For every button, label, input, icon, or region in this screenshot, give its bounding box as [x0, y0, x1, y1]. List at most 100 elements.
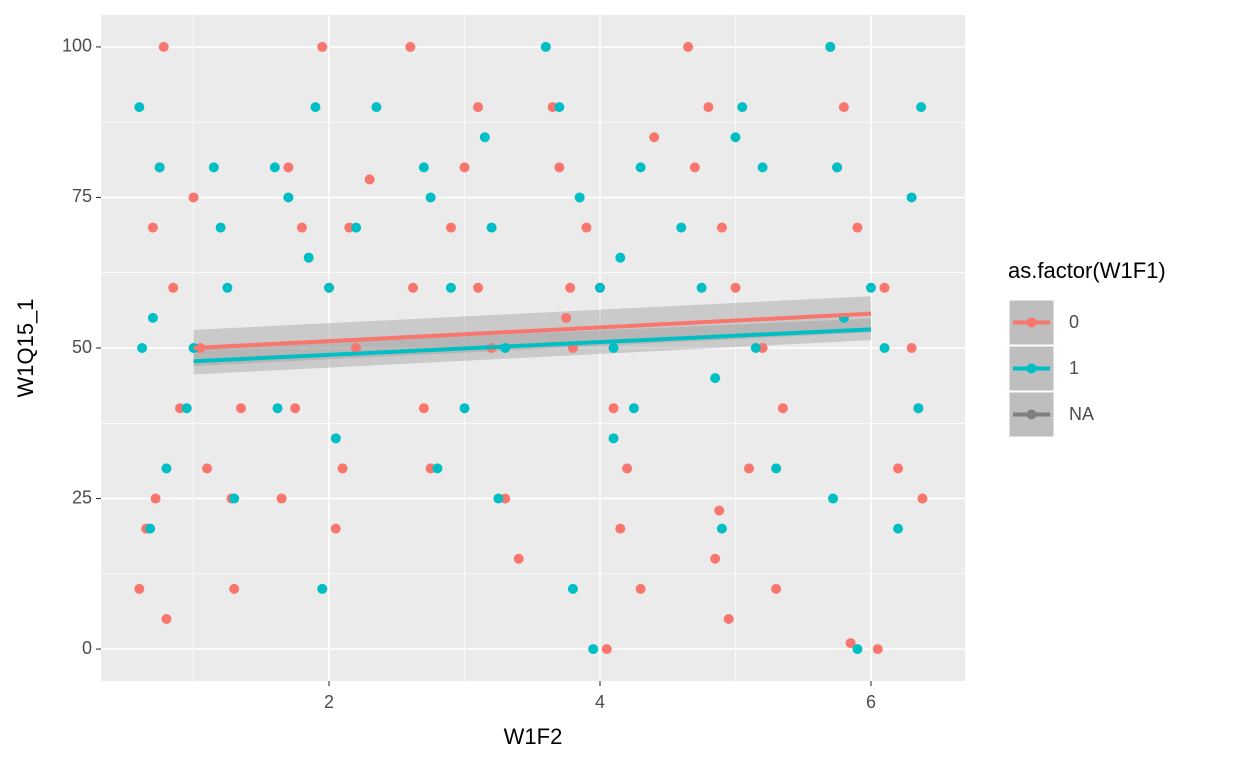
point: [188, 192, 199, 203]
legend-dot: [1026, 363, 1037, 374]
fit-line: [193, 311, 872, 350]
point: [879, 343, 890, 353]
point: [290, 403, 301, 414]
point: [283, 162, 294, 173]
legend: 0 1 NA: [1008, 299, 1094, 438]
point: [161, 463, 172, 474]
point: [459, 162, 470, 173]
point: [296, 222, 307, 233]
point: [418, 162, 429, 173]
point: [229, 493, 240, 504]
point: [513, 553, 524, 564]
point: [150, 493, 161, 504]
point: [893, 523, 904, 534]
point: [852, 644, 863, 655]
point: [683, 41, 694, 52]
point: [906, 343, 917, 353]
point: [750, 343, 761, 353]
x-tick-label: 6: [866, 692, 876, 712]
point: [324, 282, 335, 293]
point: [588, 644, 599, 655]
y-tick-label: 100: [62, 36, 92, 56]
point: [852, 222, 863, 233]
x-axis-title: W1F2: [504, 724, 563, 749]
point: [168, 282, 179, 293]
point: [408, 282, 419, 293]
point: [565, 282, 576, 293]
x-tick-label: 4: [595, 692, 605, 712]
point: [222, 282, 233, 293]
point: [145, 523, 156, 534]
point: [757, 162, 768, 173]
point: [601, 644, 612, 655]
point: [147, 312, 158, 323]
point: [229, 583, 240, 594]
point: [276, 493, 287, 504]
point: [581, 222, 592, 233]
point: [161, 613, 172, 624]
x-tick-label: 2: [324, 692, 334, 712]
y-tick-label: 0: [82, 638, 92, 658]
point: [737, 102, 748, 113]
point: [771, 463, 782, 474]
point: [865, 282, 876, 293]
point: [710, 373, 721, 384]
point: [540, 41, 551, 52]
legend-label: 1: [1069, 358, 1079, 378]
point: [744, 463, 755, 474]
point: [134, 583, 145, 594]
point: [710, 553, 721, 564]
point: [330, 433, 341, 444]
grid: [101, 15, 965, 681]
point: [351, 343, 362, 353]
point: [567, 343, 578, 353]
point: [608, 433, 619, 444]
y-tick-label: 75: [72, 186, 92, 206]
point: [689, 162, 700, 173]
point: [479, 132, 490, 143]
point: [283, 192, 294, 203]
axes: 0 25 50 75 100 2 4 6: [62, 36, 876, 712]
point: [825, 41, 836, 52]
point: [432, 463, 443, 474]
point: [272, 403, 283, 414]
point: [459, 403, 470, 414]
point: [405, 41, 416, 52]
point: [154, 162, 165, 173]
point: [622, 463, 633, 474]
point: [916, 102, 927, 113]
point: [473, 102, 484, 113]
point: [615, 523, 626, 534]
point: [917, 493, 928, 504]
point: [716, 523, 727, 534]
point: [134, 102, 145, 113]
y-tick-label: 25: [72, 487, 92, 507]
point: [181, 403, 192, 414]
point: [317, 583, 328, 594]
point: [473, 282, 484, 293]
point: [716, 222, 727, 233]
point: [906, 192, 917, 203]
point: [310, 102, 321, 113]
point: [608, 343, 619, 353]
point: [303, 252, 314, 263]
point: [714, 505, 725, 516]
point: [208, 162, 219, 173]
point: [202, 463, 213, 474]
point: [649, 132, 660, 143]
legend-dot: [1026, 409, 1037, 420]
fit-lines: [193, 311, 872, 364]
point: [828, 493, 839, 504]
point: [317, 41, 328, 52]
point: [635, 162, 646, 173]
point: [337, 463, 348, 474]
point: [486, 222, 497, 233]
point: [235, 403, 246, 414]
point: [913, 403, 924, 414]
point: [676, 222, 687, 233]
point: [771, 583, 782, 594]
point: [561, 312, 572, 323]
point: [371, 102, 382, 113]
point: [418, 403, 429, 414]
